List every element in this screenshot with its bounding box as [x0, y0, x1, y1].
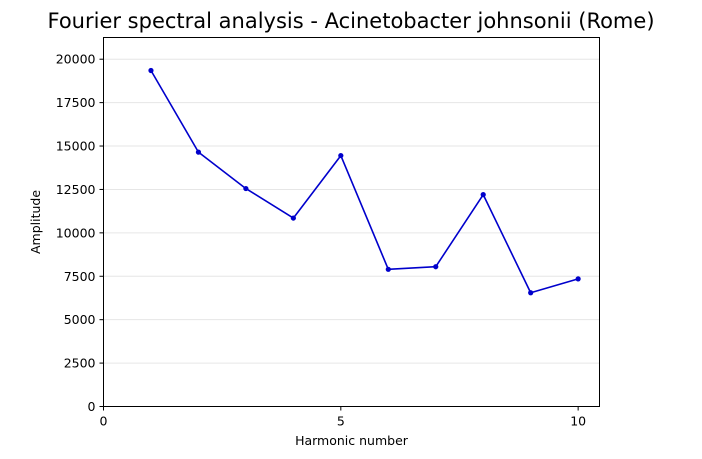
y-tick-label: 5000 [64, 312, 96, 327]
data-point [148, 67, 154, 74]
x-tick-label: 5 [337, 414, 345, 429]
data-point [195, 149, 202, 155]
data-point [528, 290, 534, 296]
y-tick-label: 7500 [64, 269, 96, 284]
plot-frame [103, 37, 600, 407]
y-axis-label: Amplitude [28, 190, 43, 254]
y-tick-label: 2500 [64, 356, 96, 371]
data-point [243, 185, 249, 192]
axis-ticks: 0 2500 5000 7500 10000 12500 15000 17500 20000 0 5… [56, 52, 586, 429]
x-axis-label: Harmonic number [295, 433, 409, 448]
data-point [480, 192, 486, 198]
series-line [150, 70, 579, 294]
y-tick-label: 20000 [56, 52, 96, 67]
y-tick-label: 17500 [56, 95, 96, 110]
series-layer [148, 67, 581, 296]
data-point [290, 215, 296, 221]
y-tick-label: 15000 [56, 139, 96, 154]
x-tick-label: 10 [570, 414, 586, 429]
chart-title: Fourier spectral analysis - Acinetobacte… [47, 9, 654, 33]
y-tick-label: 10000 [56, 225, 96, 240]
x-tick-label: 0 [100, 414, 108, 429]
data-point [575, 276, 581, 282]
grid-lines [103, 58, 600, 364]
data-point [433, 264, 439, 270]
y-tick-label: 12500 [56, 182, 96, 197]
y-tick-label: 0 [88, 399, 96, 414]
data-point [338, 152, 344, 159]
data-point [385, 266, 391, 272]
